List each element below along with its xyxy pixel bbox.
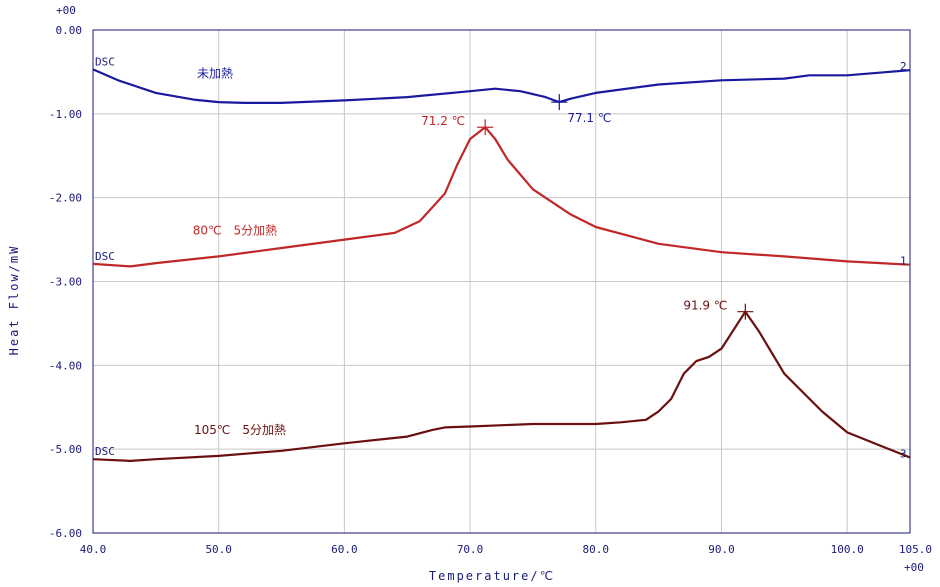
x-tick-label: 100.0 — [831, 543, 864, 556]
series-name: 105℃ 5分加熱 — [194, 423, 286, 437]
y-tick-label: -6.00 — [49, 527, 82, 540]
y-tick-label: -1.00 — [49, 108, 82, 121]
series-line — [92, 310, 911, 462]
y-axis-label: Heat Flow/mW — [7, 245, 21, 356]
x-axis-label: Temperature/℃ — [429, 569, 555, 583]
x-tick-label: 70.0 — [457, 543, 484, 556]
x-tick-label: 90.0 — [708, 543, 735, 556]
series-line — [92, 126, 911, 268]
x-tick-label: 80.0 — [583, 543, 610, 556]
peak-label: 91.9 ℃ — [683, 299, 727, 313]
x-tick-label: 105.0 — [899, 543, 932, 556]
series-number: 1 — [900, 255, 907, 268]
series-tag: DSC — [95, 445, 115, 458]
series-tag: DSC — [95, 250, 115, 263]
series-number: 2 — [900, 60, 907, 73]
y-tick-label: -5.00 — [49, 443, 82, 456]
y-scale-exponent: +00 — [56, 4, 76, 17]
y-tick-label: -3.00 — [49, 276, 82, 289]
y-axis: 0.00 -1.00 -2.00 -3.00 -4.00 -5.00 -6.00 — [49, 24, 82, 540]
x-scale-exponent: +00 — [904, 561, 924, 574]
y-tick-label: -4.00 — [49, 359, 82, 372]
series-name: 80℃ 5分加熱 — [193, 223, 277, 237]
series-layer: DSC 2 未加熱 DSC 1 80℃ 5分加熱 DSC 3 105℃ 5分加熱 77.1 ℃ 71… — [92, 55, 911, 462]
peak-label: 77.1 ℃ — [567, 111, 611, 125]
series-tag: DSC — [95, 55, 115, 68]
grid — [93, 30, 910, 533]
x-tick-label: 50.0 — [205, 543, 232, 556]
peak-label: 71.2 ℃ — [421, 114, 465, 128]
x-tick-label: 40.0 — [80, 543, 107, 556]
plot-frame — [92, 29, 911, 534]
x-tick-label: 60.0 — [331, 543, 358, 556]
series-line — [92, 68, 911, 105]
series-number: 3 — [900, 448, 907, 461]
y-tick-label: -2.00 — [49, 192, 82, 205]
series-name: 未加熱 — [197, 67, 233, 81]
x-axis: 40.0 50.0 60.0 70.0 80.0 90.0 100.0 105.0 — [80, 543, 932, 556]
y-tick-label: 0.00 — [56, 24, 83, 37]
